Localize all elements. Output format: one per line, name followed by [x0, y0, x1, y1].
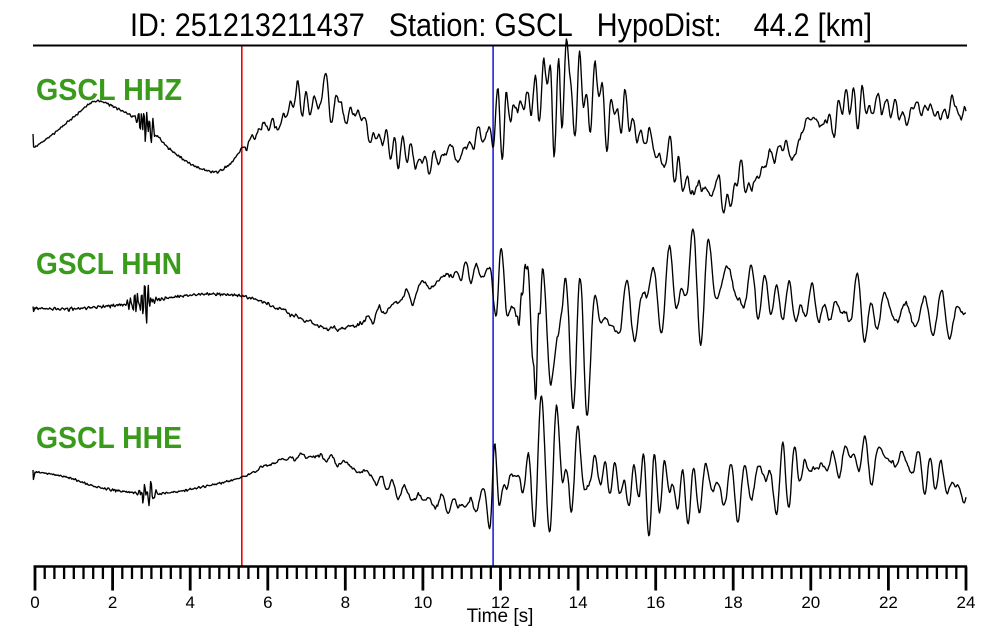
- svg-text:14: 14: [569, 593, 588, 612]
- svg-text:20: 20: [801, 593, 820, 612]
- svg-text:0: 0: [30, 593, 39, 612]
- svg-text:GSCL HHZ: GSCL HHZ: [36, 72, 182, 107]
- svg-text:GSCL HHN: GSCL HHN: [36, 246, 182, 281]
- svg-text:18: 18: [724, 593, 743, 612]
- svg-text:ID: 251213211437 Station: GS: ID: 251213211437 Station: GSCL HypoDist:…: [130, 7, 872, 43]
- svg-text:8: 8: [341, 593, 350, 612]
- svg-text:24: 24: [957, 593, 976, 612]
- svg-text:12: 12: [491, 593, 510, 612]
- svg-text:22: 22: [879, 593, 898, 612]
- svg-text:10: 10: [413, 593, 432, 612]
- svg-text:6: 6: [263, 593, 272, 612]
- svg-text:16: 16: [646, 593, 665, 612]
- svg-text:2: 2: [108, 593, 117, 612]
- svg-text:Time [s]: Time [s]: [467, 606, 534, 627]
- svg-text:GSCL HHE: GSCL HHE: [36, 420, 182, 455]
- svg-text:4: 4: [185, 593, 194, 612]
